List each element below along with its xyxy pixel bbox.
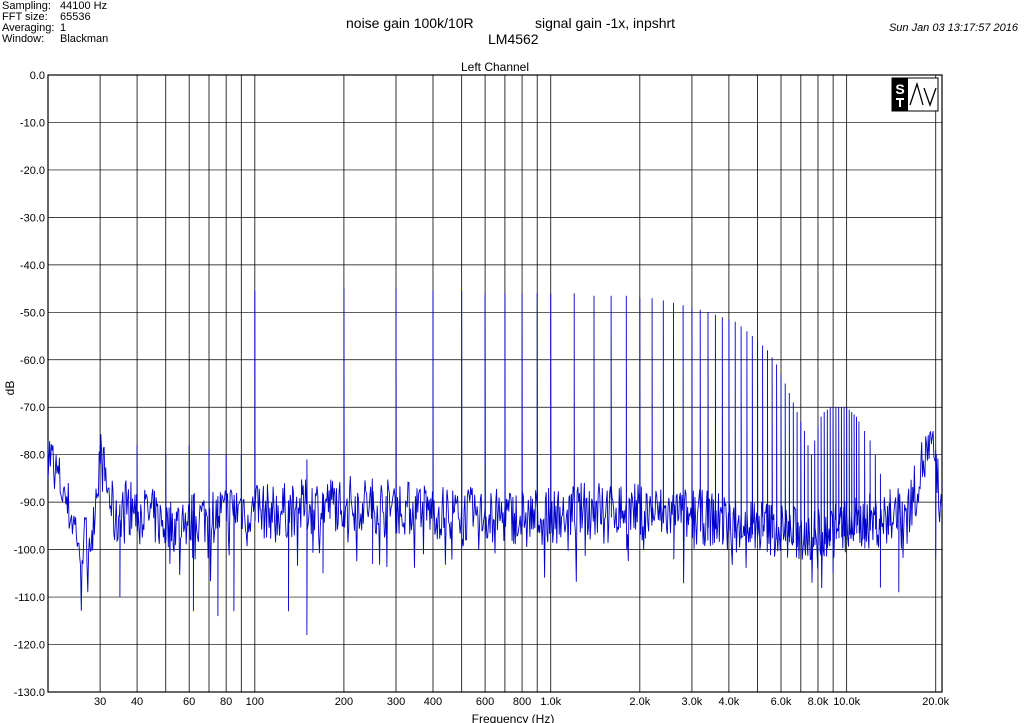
x-tick-label-4: 100: [246, 696, 264, 708]
x-tick-label-0: 30: [94, 696, 106, 708]
timestamp: Sun Jan 03 13:17:57 2016: [888, 22, 1018, 34]
y-tick-label-4: -40.0: [20, 260, 45, 272]
spectrum-series: [47, 288, 943, 636]
svg-text:S: S: [895, 81, 904, 97]
y-tick-label-7: -70.0: [20, 402, 45, 414]
y-tick-label-10: -100.0: [14, 545, 45, 557]
chart-title: Left Channel: [461, 60, 529, 74]
fft-size-value: 65536: [60, 11, 91, 23]
x-tick-label-1: 40: [131, 696, 143, 708]
y-tick-label-9: -90.0: [20, 497, 45, 509]
y-tick-label-12: -120.0: [14, 640, 45, 652]
y-tick-label-3: -30.0: [20, 212, 45, 224]
y-tick-label-13: -130.0: [14, 687, 45, 699]
y-tick-label-8: -80.0: [20, 450, 45, 462]
plot-frame: [47, 74, 943, 693]
x-tick-label-10: 1.0k: [540, 696, 561, 708]
x-tick-label-14: 6.0k: [771, 696, 792, 708]
x-tick-label-15: 8.0k: [808, 696, 829, 708]
x-tick-label-17: 20.0k: [922, 696, 949, 708]
fft-size-label: FFT size:: [2, 11, 48, 23]
x-tick-label-8: 600: [476, 696, 494, 708]
y-tick-label-11: -110.0: [15, 592, 45, 604]
y-tick-label-1: -10.0: [20, 117, 45, 129]
title-signal-gain: signal gain -1x, inpshrt: [535, 15, 676, 31]
y-ticks: 0.0 -10.0 -20.0 -30.0 -40.0 -50.0 -60.0 -70.0 -8…: [14, 70, 45, 699]
x-tick-label-3: 80: [220, 696, 232, 708]
y-tick-label-2: -20.0: [20, 165, 45, 177]
x-tick-label-13: 4.0k: [718, 696, 739, 708]
y-tick-label-5: -50.0: [20, 307, 45, 319]
x-tick-label-7: 400: [424, 696, 442, 708]
x-tick-label-16: 10.0k: [833, 696, 860, 708]
title-device: LM4562: [488, 31, 539, 47]
y-tick-label-6: -60.0: [20, 355, 45, 367]
x-tick-label-9: 800: [513, 696, 531, 708]
y-tick-label-0: 0.0: [30, 70, 45, 82]
x-tick-label-12: 3.0k: [682, 696, 703, 708]
x-ticks: 30 40 60 80 100 200 300 400 600 800 1.0k 2.0k 3.0k 4.…: [94, 696, 950, 708]
y-axis-label: dB: [3, 381, 17, 396]
title-noise-gain: noise gain 100k/10R: [346, 15, 474, 31]
x-tick-label-11: 2.0k: [629, 696, 650, 708]
x-tick-label-5: 200: [335, 696, 353, 708]
window-value: Blackman: [60, 33, 109, 45]
grid: [48, 74, 942, 693]
spectrum-line: [47, 288, 943, 636]
window-label: Window:: [2, 33, 45, 45]
averaging-label: Averaging:: [2, 22, 55, 34]
x-tick-label-2: 60: [183, 696, 195, 708]
x-tick-label-6: 300: [387, 696, 405, 708]
logo: S: [891, 77, 939, 112]
sampling-label: Sampling:: [2, 0, 51, 12]
x-axis-label: Frequency (Hz): [472, 712, 555, 723]
sampling-value: 44100 Hz: [60, 0, 108, 12]
averaging-value: 1: [60, 22, 67, 34]
